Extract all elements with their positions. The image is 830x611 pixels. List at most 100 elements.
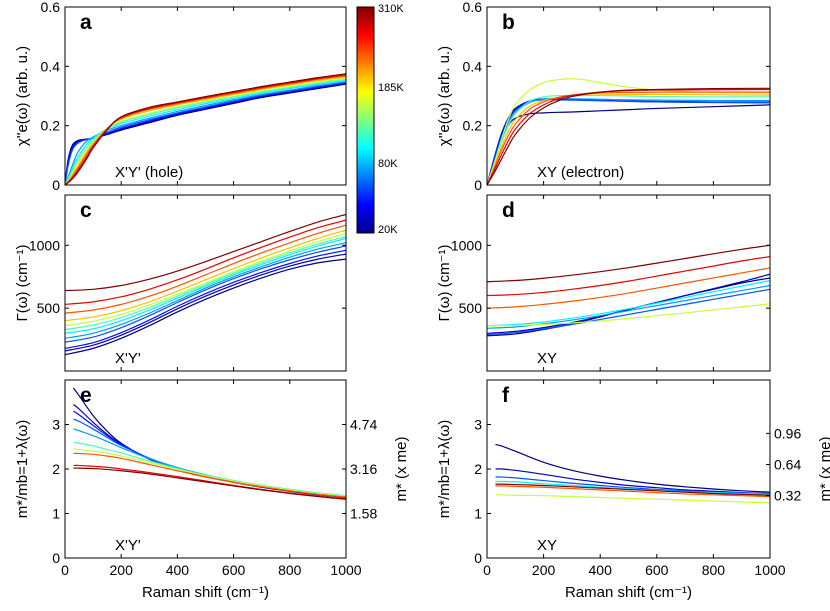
y-axis-label: Γ(ω) (cm⁻¹) — [14, 244, 31, 321]
y-tick-label: 3 — [474, 417, 482, 433]
series-line-c-125K — [65, 237, 346, 334]
series-line-a-125K — [65, 79, 346, 185]
series-group-d — [487, 244, 770, 337]
series-group-c — [65, 213, 346, 356]
axes-frame — [486, 379, 771, 559]
y-axis-label: χ''e(ω) (arb. u.) — [14, 46, 31, 146]
panel-annotation-e: X'Y' — [115, 537, 141, 554]
series-line-e-20K — [72, 387, 346, 499]
x-tick-label: 0 — [61, 562, 69, 578]
y-tick-label: 0.2 — [41, 118, 61, 134]
panel-letter-e: e — [80, 384, 92, 407]
series-line-b-280K — [487, 88, 770, 185]
series-group-e — [72, 387, 346, 500]
x-tick-label: 800 — [702, 562, 726, 578]
series-line-a-220K — [65, 76, 346, 185]
series-line-c-280K — [65, 219, 346, 305]
panel-e: 0 200 400 600 800 1000 0 1 2 3 1.58 3.16 4.74 m* (x m… — [14, 379, 410, 601]
axes-frame — [64, 6, 347, 186]
series-line-f-40K — [495, 468, 770, 495]
x-tick-label: 0 — [483, 562, 491, 578]
y-tick-label: 0.6 — [41, 0, 61, 15]
series-line-b-250K — [487, 91, 770, 185]
y-tick-label: 500 — [37, 300, 61, 316]
series-line-b-80K — [487, 99, 770, 185]
series-line-b-100K — [487, 97, 770, 185]
series-line-c-60K — [65, 249, 346, 349]
y2-tick-label: 0.64 — [774, 457, 801, 473]
panel-annotation-c: X'Y' — [115, 350, 141, 367]
x-tick-label: 400 — [589, 562, 613, 578]
x-tick-label: 600 — [222, 562, 246, 578]
x-tick-label: 200 — [110, 562, 134, 578]
series-group-f — [495, 443, 770, 504]
y-axis-label: m*/mb=1+λ(ω) — [14, 420, 31, 518]
panel-annotation-f: XY — [537, 537, 557, 554]
series-line-a-100K — [65, 81, 346, 185]
panel-letter-d: d — [502, 199, 515, 222]
series-line-d-100K — [487, 284, 770, 329]
y-tick-label: 0.4 — [41, 58, 61, 74]
panel-annotation-a: X'Y' (hole) — [115, 164, 183, 181]
x-tick-label: 1000 — [330, 562, 361, 578]
y-axis-label: χ''e(ω) (arb. u.) — [436, 46, 453, 146]
y-tick-label: 500 — [459, 300, 483, 316]
y-axis-label: m*/mb=1+λ(ω) — [436, 420, 453, 518]
y2-tick-label: 0.32 — [774, 488, 801, 504]
y-tick-label: 1 — [52, 506, 60, 522]
y-tick-label: 0 — [52, 550, 60, 566]
series-line-d-280K — [487, 256, 770, 297]
series-line-d-20K — [487, 277, 770, 337]
series-line-c-220K — [65, 229, 346, 322]
series-line-b-150K — [487, 94, 770, 185]
panel-letter-b: b — [502, 11, 515, 34]
series-line-c-250K — [65, 224, 346, 314]
series-line-a-250K — [65, 75, 346, 185]
series-line-c-100K — [65, 242, 346, 339]
x-tick-label: 600 — [645, 562, 669, 578]
series-line-a-185K — [65, 77, 346, 185]
y-tick-label: 2 — [52, 461, 60, 477]
series-line-b-40K — [487, 98, 770, 185]
series-line-d-310K — [487, 244, 770, 283]
series-line-f-125K — [495, 480, 770, 495]
x-tick-label: 400 — [166, 562, 190, 578]
series-line-d-80K — [487, 288, 770, 336]
y-tick-label: 0.2 — [463, 118, 483, 134]
y-tick-label: 0 — [474, 177, 482, 193]
y2-tick-label: 3.16 — [350, 461, 377, 477]
axes-frame — [486, 194, 771, 372]
y-axis-label: Γ(ω) (cm⁻¹) — [436, 244, 453, 321]
series-group-b — [487, 78, 770, 185]
series-line-b-220K — [487, 93, 770, 185]
series-line-e-185K — [73, 448, 346, 497]
y-tick-label: 0 — [474, 550, 482, 566]
panel-letter-a: a — [80, 11, 92, 34]
colorbar-gradient — [356, 6, 375, 234]
x-tick-label: 1000 — [754, 562, 785, 578]
y2-tick-label: 0.96 — [774, 425, 801, 441]
series-line-d-125K — [487, 279, 770, 327]
y2-axis-label: m* (x me) — [817, 437, 830, 502]
series-line-f-20K — [495, 443, 770, 493]
colorbar-label-20k: 20K — [378, 224, 398, 236]
series-line-b-60K — [487, 98, 770, 185]
panel-letter-c: c — [80, 199, 92, 222]
series-line-b-310K — [487, 87, 770, 185]
colorbar-label-185k: 185K — [378, 82, 404, 94]
colorbar-label-310k: 310K — [378, 3, 404, 15]
panel-annotation-b: XY (electron) — [537, 164, 624, 181]
x-tick-label: 800 — [278, 562, 302, 578]
series-line-a-20K — [65, 83, 346, 185]
series-line-a-150K — [65, 78, 346, 185]
y-tick-label: 0.6 — [463, 0, 483, 15]
y-tick-label: 0 — [52, 177, 60, 193]
colorbar: 310K 185K 80K 20K — [356, 3, 404, 236]
series-line-d-185K — [487, 303, 770, 327]
panel-a: 0 0.2 0.4 0.6 χ''e(ω) (arb. u.) a X'Y' (hole) — [14, 0, 347, 193]
y-tick-label: 1000 — [451, 237, 482, 253]
series-line-d-250K — [487, 267, 770, 309]
